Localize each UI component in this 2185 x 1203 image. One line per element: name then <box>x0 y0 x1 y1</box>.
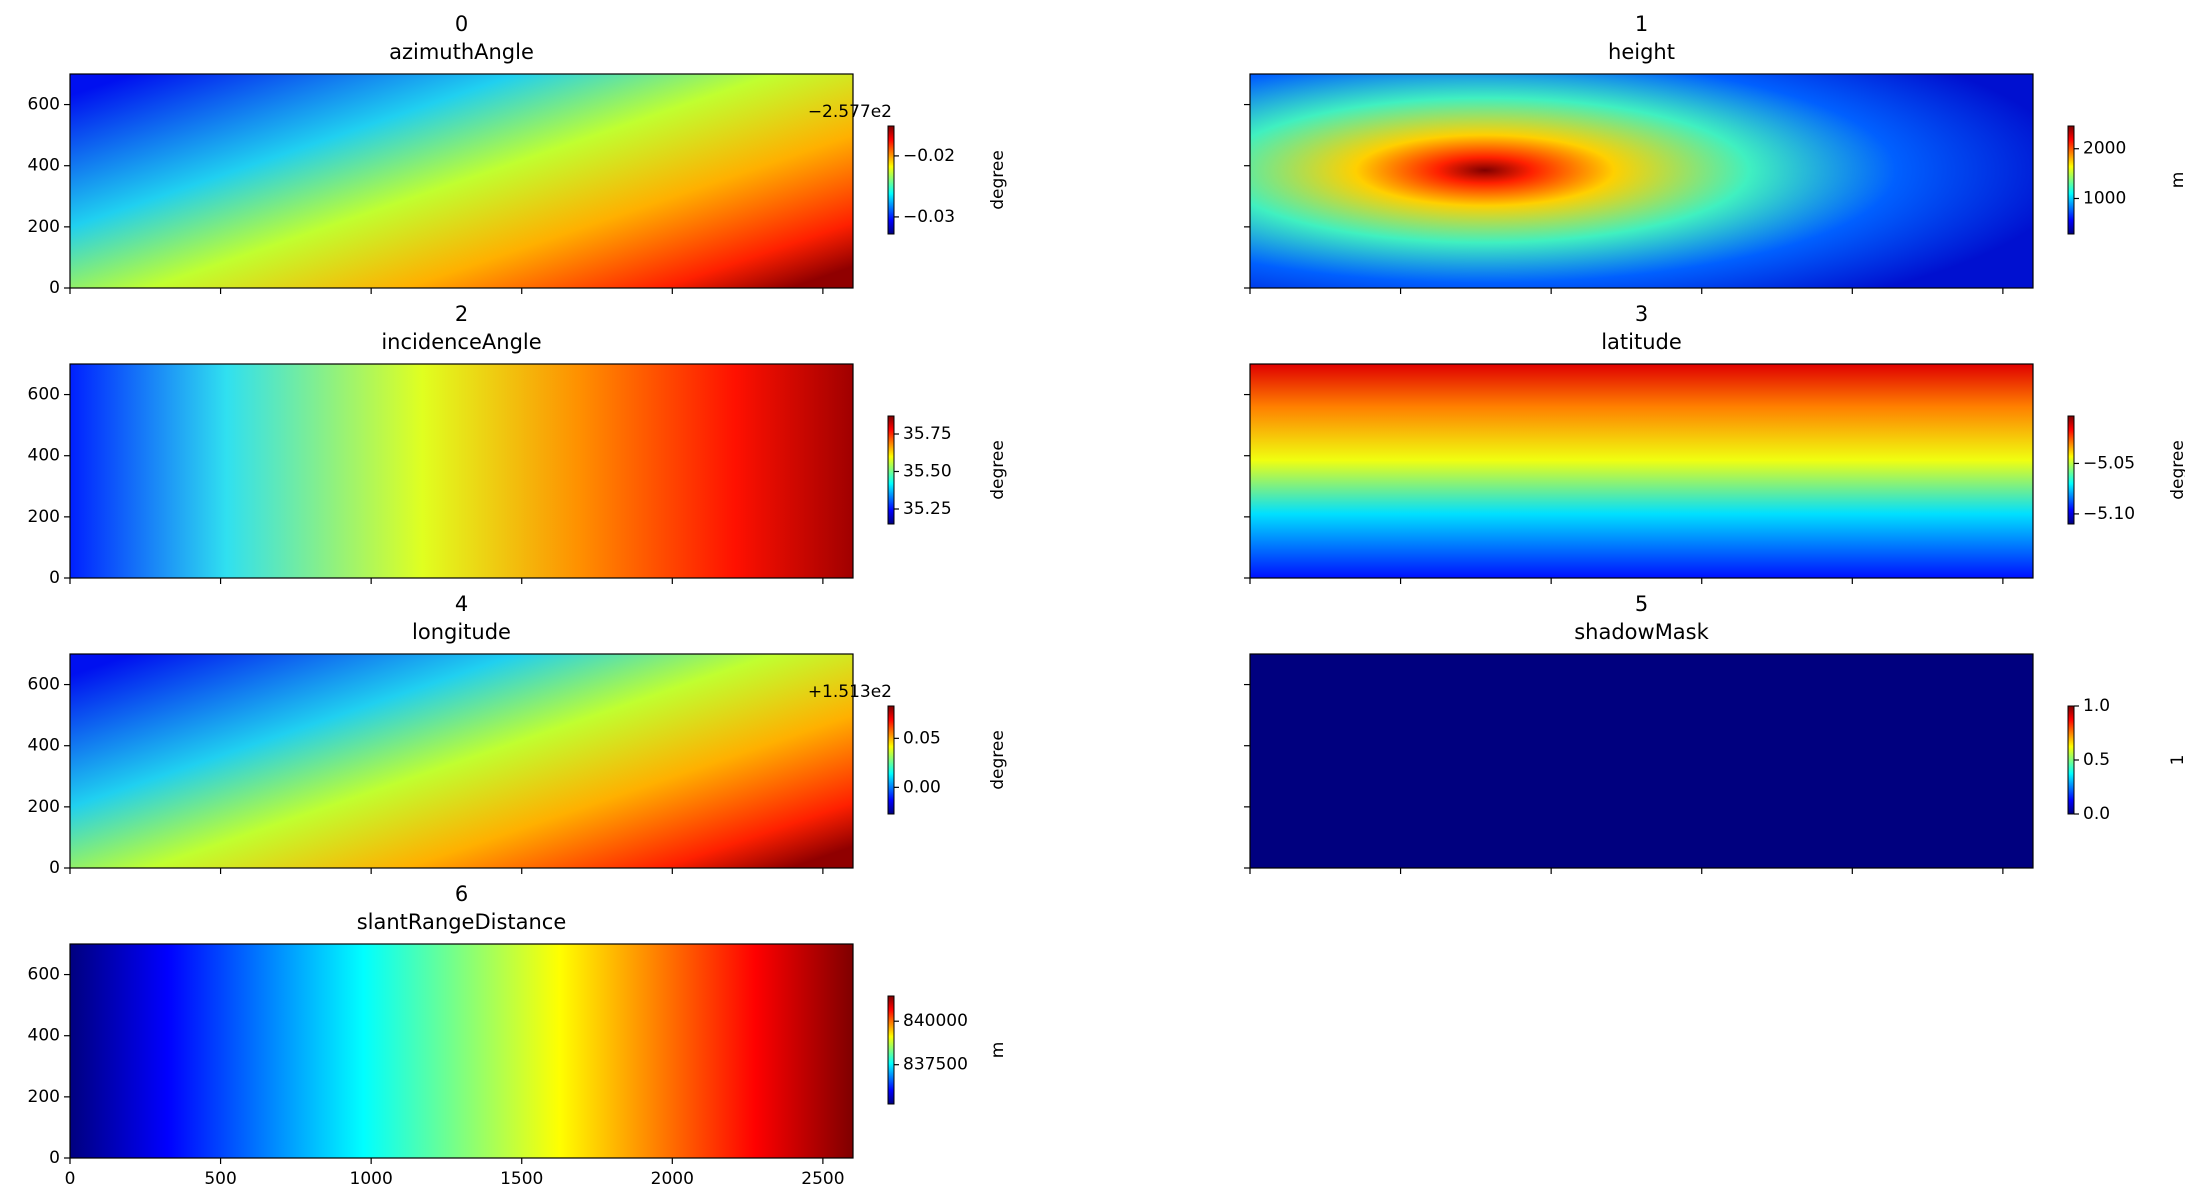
x-tick-label: 500 <box>204 1169 236 1189</box>
axes-frame <box>69 653 854 869</box>
colorbar <box>2067 705 2075 815</box>
colorbar <box>887 415 895 525</box>
panel-title: incidenceAngle <box>381 330 541 354</box>
y-tick-label: 200 <box>28 797 60 817</box>
heatmap-image <box>1250 654 2033 868</box>
colorbar-label: m <box>988 1042 1008 1059</box>
heatmap-image <box>1250 74 2033 288</box>
x-tick-label: 0 <box>65 1169 76 1189</box>
colorbar <box>2067 415 2075 525</box>
axes-frame <box>1249 653 2034 869</box>
heatmap-image <box>70 654 853 868</box>
axes-frame <box>1249 363 2034 579</box>
panel-title: azimuthAngle <box>389 40 534 64</box>
panel-title: height <box>1608 40 1675 64</box>
colorbar-label: degree <box>988 150 1008 210</box>
panel-title: longitude <box>412 620 511 644</box>
y-tick-label: 600 <box>28 965 60 985</box>
colorbar-label: m <box>2168 172 2185 189</box>
panel-title: slantRangeDistance <box>357 910 567 934</box>
panel-index: 3 <box>1635 302 1648 326</box>
colorbar-offset-text: −2.577e2 <box>808 102 892 122</box>
colorbar-tick-label: −0.03 <box>903 207 955 227</box>
x-tick-label: 2000 <box>651 1169 694 1189</box>
colorbar <box>887 995 895 1105</box>
colorbar <box>887 705 895 815</box>
y-tick-label: 0 <box>49 1148 60 1168</box>
x-tick-label: 1500 <box>500 1169 543 1189</box>
colorbar <box>2067 125 2075 235</box>
colorbar-label: 1 <box>2168 755 2185 766</box>
heatmap-image <box>1250 364 2033 578</box>
heatmap-image <box>70 944 853 1158</box>
colorbar-offset-text: +1.513e2 <box>808 682 892 702</box>
axes-frame <box>69 943 854 1159</box>
y-tick-label: 400 <box>28 446 60 466</box>
colorbar-tick-label: −5.10 <box>2083 504 2135 524</box>
y-tick-label: 200 <box>28 217 60 237</box>
panel-title: latitude <box>1601 330 1682 354</box>
x-tick-label: 2500 <box>801 1169 844 1189</box>
colorbar-tick-label: 0.5 <box>2083 750 2110 770</box>
panel-index: 4 <box>455 592 468 616</box>
colorbar-label: degree <box>2168 440 2185 500</box>
y-tick-label: 0 <box>49 278 60 298</box>
colorbar-tick-label: −5.05 <box>2083 453 2135 473</box>
colorbar-tick-label: 0.00 <box>903 777 941 797</box>
axes-frame <box>69 73 854 289</box>
panel-index: 2 <box>455 302 468 326</box>
colorbar-tick-label: 2000 <box>2083 139 2126 159</box>
colorbar-label: degree <box>988 440 1008 500</box>
colorbar-tick-label: 35.50 <box>903 462 952 482</box>
y-tick-label: 400 <box>28 1026 60 1046</box>
y-tick-label: 0 <box>49 568 60 588</box>
y-tick-label: 400 <box>28 156 60 176</box>
y-tick-label: 0 <box>49 858 60 878</box>
x-tick-label: 1000 <box>350 1169 393 1189</box>
panel-index: 6 <box>455 882 468 906</box>
colorbar-tick-label: 0.05 <box>903 728 941 748</box>
colorbar-tick-label: 837500 <box>903 1055 968 1075</box>
heatmap-image <box>70 364 853 578</box>
y-tick-label: 400 <box>28 736 60 756</box>
heatmap-image <box>70 74 853 288</box>
colorbar-tick-label: 35.75 <box>903 424 952 444</box>
colorbar-tick-label: 35.25 <box>903 499 952 519</box>
colorbar-tick-label: 1000 <box>2083 188 2126 208</box>
y-tick-label: 200 <box>28 507 60 527</box>
axes-frame <box>1249 73 2034 289</box>
panel-title: shadowMask <box>1574 620 1709 644</box>
y-tick-label: 600 <box>28 95 60 115</box>
y-tick-label: 600 <box>28 675 60 695</box>
colorbar-tick-label: 0.0 <box>2083 804 2110 824</box>
y-tick-label: 600 <box>28 385 60 405</box>
colorbar-label: degree <box>988 730 1008 790</box>
panel-index: 0 <box>455 12 468 36</box>
colorbar <box>887 125 895 235</box>
axes-frame <box>69 363 854 579</box>
colorbar-tick-label: 840000 <box>903 1011 968 1031</box>
y-tick-label: 200 <box>28 1087 60 1107</box>
colorbar-tick-label: −0.02 <box>903 146 955 166</box>
panel-index: 5 <box>1635 592 1648 616</box>
colorbar-tick-label: 1.0 <box>2083 696 2110 716</box>
panel-index: 1 <box>1635 12 1648 36</box>
